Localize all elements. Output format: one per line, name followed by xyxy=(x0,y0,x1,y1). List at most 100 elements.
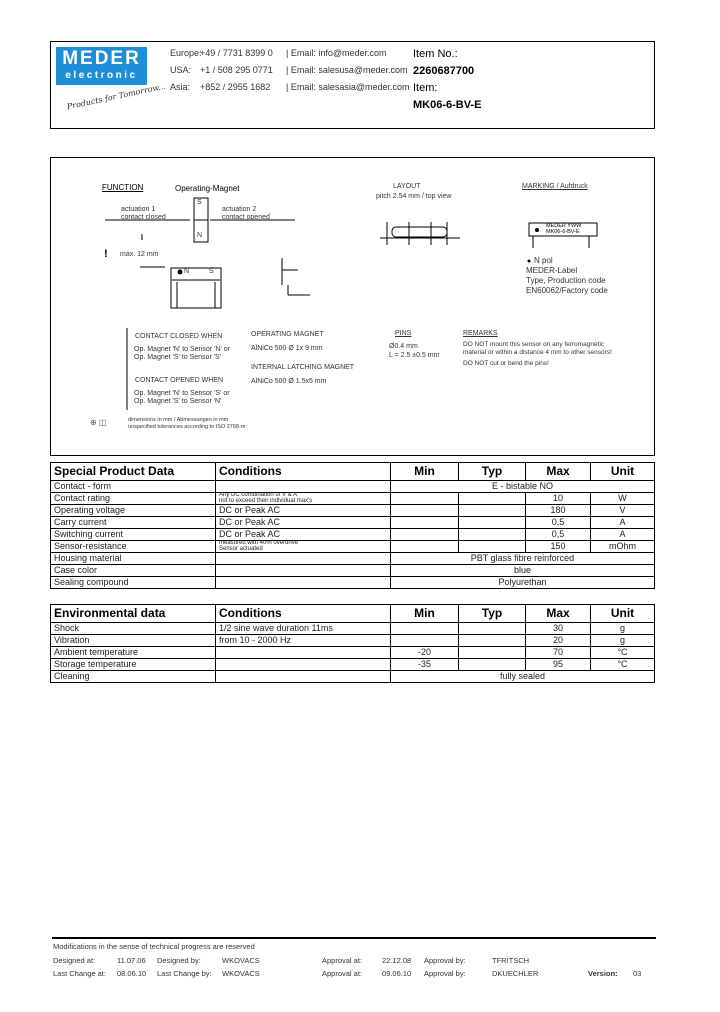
designed-by: WKOVACS xyxy=(222,956,260,965)
row-max: 70 xyxy=(525,646,591,659)
row-typ xyxy=(458,634,526,647)
row-value: Polyurethan xyxy=(390,576,655,589)
max-distance: max. 12 mm xyxy=(120,251,159,258)
column-header: Environmental data xyxy=(50,604,216,623)
footer-note: Modifications in the sense of technical … xyxy=(53,942,255,951)
special-product-data-table: Special Product Data Conditions Min Typ Max U… xyxy=(50,462,655,589)
contact-phone: +852 / 2955 1682 xyxy=(200,82,271,92)
contact-email[interactable]: | Email: salesasia@meder.com xyxy=(286,82,410,92)
layout-title: LAYOUT xyxy=(393,183,421,190)
marking-notes: N pol MEDER-Label Type, Production code … xyxy=(526,256,608,296)
row-typ xyxy=(458,492,526,505)
column-header: Unit xyxy=(590,604,655,623)
latch-title: INTERNAL LATCHING MAGNET xyxy=(251,364,355,371)
row-max: 20 xyxy=(525,634,591,647)
row-conditions xyxy=(215,564,391,577)
pins-title: PINS xyxy=(395,330,412,337)
column-header: Min xyxy=(390,604,459,623)
sensor-pole-n: N xyxy=(184,268,190,275)
row-label: Sealing compound xyxy=(50,576,216,589)
row-label: Housing material xyxy=(50,552,216,565)
row-typ xyxy=(458,528,526,541)
contact-phone: +49 / 7731 8399 0 xyxy=(200,48,273,58)
environmental-data-table: Environmental data Conditions Min Typ Max Uni… xyxy=(50,604,655,683)
row-conditions xyxy=(215,658,391,671)
row-label: Shock xyxy=(50,622,216,635)
column-header: Typ xyxy=(458,604,526,623)
row-unit: W xyxy=(590,492,655,505)
marking-note: Type, Production code xyxy=(526,276,606,285)
designed-at-label: Designed at: xyxy=(53,956,96,965)
contact-opened-text: Op. Magnet 'N' to Sensor 'S' or Op. Magne… xyxy=(134,390,230,406)
table-row: Shock 1/2 sine wave duration 11ms 30 g xyxy=(50,622,655,635)
logo-line2: electronic xyxy=(65,70,138,81)
contact-opened-line: Op. Magnet 'S' to Sensor 'N' xyxy=(134,398,222,405)
approval-at-label: Approval at: xyxy=(322,956,363,965)
table-row: Sealing compound Polyurethan xyxy=(50,576,655,589)
row-max: 150 xyxy=(525,540,591,553)
condition-line: Sensor actuated xyxy=(219,545,263,552)
row-conditions: from 10 - 2000 Hz xyxy=(215,634,391,647)
row-min xyxy=(390,504,459,517)
row-label: Ambient temperature xyxy=(50,646,216,659)
designed-at: 11.07.06 xyxy=(117,956,146,965)
remarks-text: DO NOT mount this sensor on any ferromag… xyxy=(463,341,612,368)
row-typ xyxy=(458,622,526,635)
row-typ xyxy=(458,504,526,517)
row-unit: mOhm xyxy=(590,540,655,553)
marking-label-line: MK06-6-BV-E xyxy=(546,228,580,235)
operating-magnet-label: Operating-Magnet xyxy=(175,184,240,193)
marking-title: MARKING / Aufdruck xyxy=(522,183,588,190)
row-unit: g xyxy=(590,634,655,647)
row-label: Storage temperature xyxy=(50,658,216,671)
table-header-row: Special Product Data Conditions Min Typ Max U… xyxy=(50,462,655,481)
pole-n: N xyxy=(197,232,203,239)
row-unit: °C xyxy=(590,646,655,659)
contact-closed-line: Op. Magnet 'S' to Sensor 'S' xyxy=(134,354,222,361)
table-row: Operating voltage DC or Peak AC 180 V xyxy=(50,504,655,517)
pole-s: S xyxy=(197,199,202,206)
actuation2: actuation 2 contact opened xyxy=(222,206,270,222)
marking-note: N pol xyxy=(534,256,553,265)
function-title: FUNCTION xyxy=(102,183,144,192)
table-header-row: Environmental data Conditions Min Typ Max Uni… xyxy=(50,604,655,623)
version-label: Version: xyxy=(588,969,618,978)
row-unit: °C xyxy=(590,658,655,671)
approval2-at-label: Approval at: xyxy=(322,969,363,978)
table-row: Contact - form E - bistable NO xyxy=(50,480,655,493)
contact-closed-title: CONTACT CLOSED WHEN xyxy=(135,333,223,340)
row-value: PBT glass fibre reinforced xyxy=(390,552,655,565)
header-box xyxy=(50,41,655,129)
row-label: Case color xyxy=(50,564,216,577)
column-header: Unit xyxy=(590,462,655,481)
contact-opened-title: CONTACT OPENED WHEN xyxy=(135,377,224,384)
row-label: Vibration xyxy=(50,634,216,647)
contact-email[interactable]: | Email: salesusa@meder.com xyxy=(286,65,408,75)
pins-line: Ø0.4 mm xyxy=(389,343,418,350)
contact-email[interactable]: | Email: info@meder.com xyxy=(286,48,387,58)
projection-symbol-icon: ⊕ ◫ xyxy=(90,418,107,427)
marking-label: MEDER YWW MK06-6-BV-E xyxy=(546,223,581,235)
tolerance-line: dimensions in mm / Abmessungen in mm xyxy=(128,417,229,423)
condition-line: not to exceed their individual max's xyxy=(219,497,313,504)
row-conditions: 1/2 sine wave duration 11ms xyxy=(215,622,391,635)
pins-text: Ø0.4 mm L = 2.5 ±0.5 mm xyxy=(389,342,439,360)
row-max: 0,5 xyxy=(525,528,591,541)
row-conditions xyxy=(215,576,391,589)
item-no: 2260687700 xyxy=(413,65,475,77)
row-unit: g xyxy=(590,622,655,635)
row-conditions xyxy=(215,480,391,493)
tolerance-line: unspecified tolerances according to ISO … xyxy=(128,424,246,430)
actuation1-line: actuation 1 xyxy=(121,206,156,213)
version: 03 xyxy=(633,969,642,978)
actuation1-line: contact closed xyxy=(121,214,166,221)
row-min: -35 xyxy=(390,658,459,671)
row-value: E - bistable NO xyxy=(390,480,655,493)
item-no-label: Item No.: xyxy=(413,48,458,60)
table-row: Switching current DC or Peak AC 0,5 A xyxy=(50,528,655,541)
row-min xyxy=(390,634,459,647)
row-min xyxy=(390,516,459,529)
column-header: Special Product Data xyxy=(50,462,216,481)
